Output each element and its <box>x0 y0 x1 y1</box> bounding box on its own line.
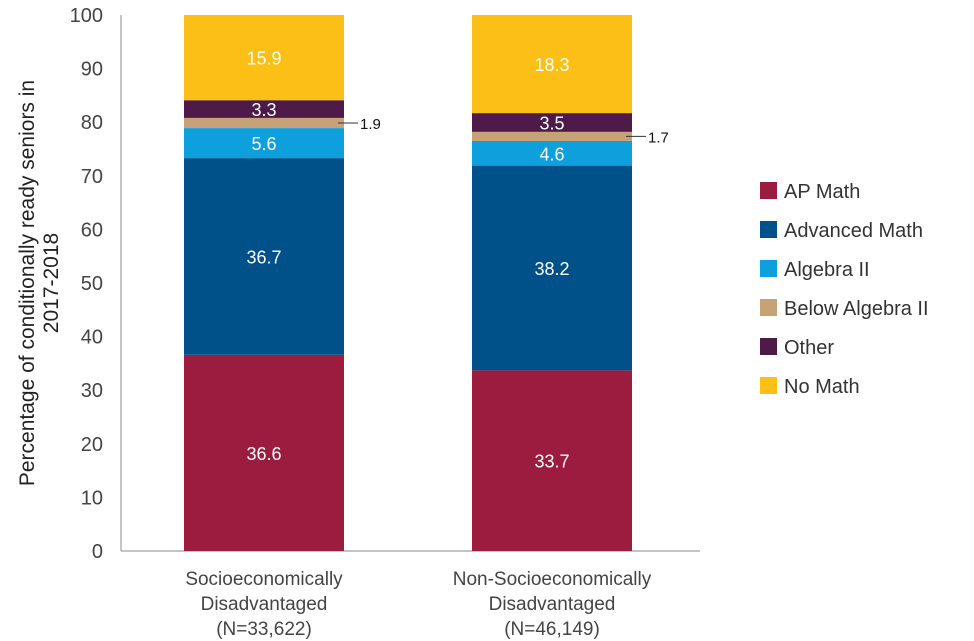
value-label: 3.5 <box>539 113 564 133</box>
bar-segment <box>184 117 344 129</box>
bar-segment <box>472 165 632 371</box>
legend-label: Advanced Math <box>784 220 923 242</box>
value-label: 5.6 <box>251 134 276 154</box>
y-tick-label: 0 <box>92 541 103 563</box>
legend: AP Math Advanced Math Algebra II Below Alge… <box>760 181 929 398</box>
value-label: 36.7 <box>246 247 281 267</box>
legend-label: Algebra II <box>784 259 870 281</box>
legend-swatch <box>760 377 777 394</box>
legend-label: AP Math <box>784 181 860 203</box>
bar-segment <box>184 128 344 159</box>
bar-segment <box>184 158 344 355</box>
bar-segment <box>184 15 344 101</box>
category-label: Disadvantaged <box>201 594 328 615</box>
bar-segment <box>184 354 344 551</box>
bar-segment <box>472 15 632 114</box>
y-tick-label: 100 <box>70 5 103 27</box>
bar-segment <box>472 370 632 551</box>
value-label: 1.9 <box>360 116 381 133</box>
value-label: 36.6 <box>246 444 281 464</box>
category-label: (N=46,149) <box>504 619 600 640</box>
category-labels: Socioeconomically Disadvantaged (N=33,622)… <box>185 569 651 640</box>
legend-swatch <box>760 338 777 355</box>
y-axis-title: Percentage of conditionally ready senior… <box>16 80 63 486</box>
bar-segment <box>472 140 632 166</box>
y-tick-label: 40 <box>81 327 103 349</box>
category-label: Socioeconomically <box>185 569 343 590</box>
legend-label: No Math <box>784 376 860 398</box>
y-tick-label: 10 <box>81 487 103 509</box>
y-tick-label: 20 <box>81 434 103 456</box>
y-tick-label: 80 <box>81 112 103 134</box>
y-tick-label: 70 <box>81 166 103 188</box>
legend-label: Below Algebra II <box>784 298 929 320</box>
bars <box>184 15 632 551</box>
category-label: Disadvantaged <box>489 594 616 615</box>
value-label: 4.6 <box>539 144 564 164</box>
bar-segment <box>184 100 344 118</box>
value-labels: 36.6 36.7 5.6 1.9 3.3 15.9 33.7 38.2 4.6 1.7 3.5 18… <box>246 49 668 472</box>
value-label: 33.7 <box>534 452 569 472</box>
axes: 0 10 20 30 40 50 60 70 80 90 100 Percentage of cond… <box>16 5 700 563</box>
legend-swatch <box>760 221 777 238</box>
y-axis-title-line: 2017-2018 <box>40 233 63 333</box>
y-tick-label: 60 <box>81 219 103 241</box>
legend-swatch <box>760 299 777 316</box>
y-tick-label: 90 <box>81 59 103 81</box>
y-tick-label: 30 <box>81 380 103 402</box>
category-label: Non-Socioeconomically <box>453 569 652 590</box>
y-axis-title-line: Percentage of conditionally ready senior… <box>16 80 39 486</box>
y-tick-label: 50 <box>81 273 103 295</box>
value-label: 18.3 <box>534 55 569 75</box>
value-label: 3.3 <box>251 100 276 120</box>
value-label: 1.7 <box>648 129 669 146</box>
bar-segment <box>472 113 632 132</box>
value-label: 15.9 <box>246 49 281 69</box>
category-label: (N=33,622) <box>216 619 312 640</box>
bar-segment <box>472 131 632 141</box>
legend-label: Other <box>784 337 834 359</box>
value-label: 38.2 <box>534 259 569 279</box>
legend-swatch <box>760 260 777 277</box>
legend-swatch <box>760 182 777 199</box>
